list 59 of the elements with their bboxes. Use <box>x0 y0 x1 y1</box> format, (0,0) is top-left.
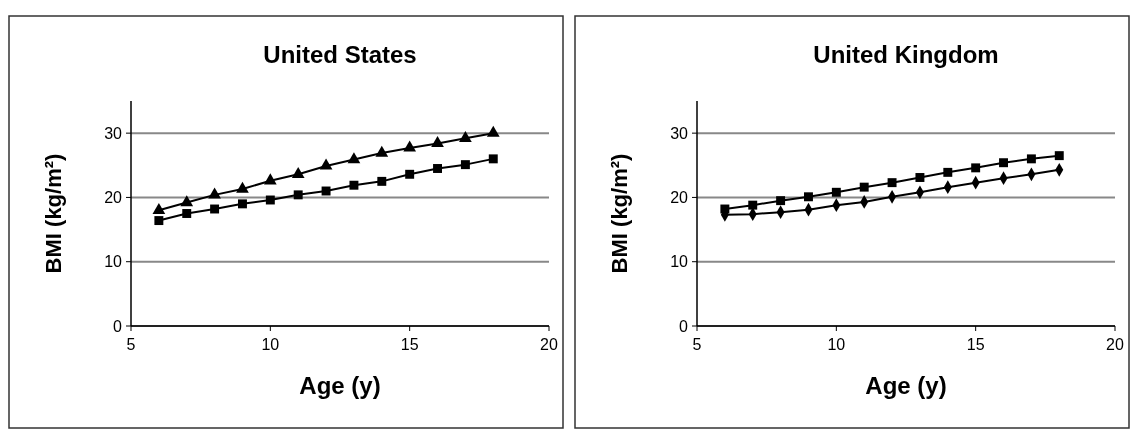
x-tick-label: 10 <box>261 336 280 353</box>
y-tick-label: 10 <box>670 253 689 271</box>
point <box>859 182 869 192</box>
y-tick-label: 30 <box>670 124 689 142</box>
point <box>265 195 275 205</box>
point <box>375 145 389 157</box>
point <box>460 160 470 170</box>
point <box>210 204 220 214</box>
x-tick-label: 10 <box>827 336 846 353</box>
point <box>433 164 443 173</box>
point <box>263 173 277 185</box>
point <box>237 199 247 209</box>
point <box>293 190 303 200</box>
x-tick-label: 5 <box>692 336 702 353</box>
x-tick-label: 20 <box>1106 336 1124 353</box>
point <box>748 200 758 210</box>
point <box>887 178 897 188</box>
point <box>377 176 387 186</box>
x-tick-label: 20 <box>540 336 558 353</box>
y-tick-label: 10 <box>104 253 123 271</box>
x-tick-label: 15 <box>966 336 985 353</box>
point <box>321 186 331 196</box>
point <box>405 169 415 179</box>
point <box>943 167 953 177</box>
chart-title: United States <box>263 41 417 68</box>
y-axis-title: BMI (kg/m²) <box>41 153 66 274</box>
point <box>1026 154 1036 164</box>
y-tick-label: 0 <box>113 317 123 335</box>
point <box>154 216 164 226</box>
point <box>776 196 786 206</box>
x-tick-label: 15 <box>400 336 419 353</box>
y-axis-title: BMI (kg/m²) <box>607 153 632 274</box>
point <box>803 192 813 202</box>
point <box>236 181 249 193</box>
y-tick-label: 30 <box>104 124 123 142</box>
point <box>488 154 498 164</box>
y-tick-label: 0 <box>679 317 689 335</box>
point <box>1054 151 1064 161</box>
point <box>831 187 841 197</box>
point <box>319 158 333 170</box>
point <box>915 173 925 182</box>
x-axis-title: Age (y) <box>299 372 381 399</box>
point <box>208 187 221 199</box>
y-tick-label: 20 <box>670 189 689 207</box>
point <box>971 163 981 173</box>
point <box>999 158 1009 168</box>
point <box>347 152 361 164</box>
x-axis-title: Age (y) <box>865 372 947 399</box>
point <box>291 166 305 178</box>
x-tick-label: 5 <box>126 336 136 353</box>
point <box>180 195 194 207</box>
y-tick-label: 20 <box>104 189 123 207</box>
point <box>486 125 500 137</box>
point <box>431 136 444 148</box>
point <box>459 130 472 142</box>
point <box>349 180 359 190</box>
point <box>403 140 417 152</box>
point <box>182 209 192 218</box>
chart-title: United Kingdom <box>813 41 999 68</box>
